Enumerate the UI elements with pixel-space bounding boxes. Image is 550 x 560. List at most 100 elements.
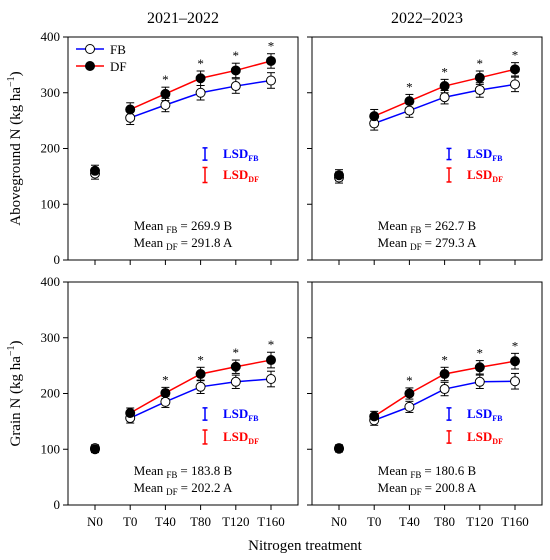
marker: [510, 64, 520, 75]
x-tick-label: T0: [367, 514, 381, 529]
y-tick-label: 0: [54, 497, 61, 512]
lsd-sub: FB: [248, 414, 259, 423]
marker: [439, 81, 450, 92]
lsd-text: LSD: [223, 429, 248, 444]
significance-mark: *: [406, 373, 413, 388]
lsd-bar: [202, 166, 208, 184]
lsd-label: LSDFB: [223, 406, 259, 423]
lsd-text: LSD: [223, 146, 248, 161]
marker: [195, 73, 206, 84]
marker: [230, 376, 241, 387]
significance-mark: *: [197, 352, 204, 367]
mean-value: = 279.3 A: [425, 235, 477, 250]
mean-label: Mean: [378, 463, 408, 478]
x-tick-label: T80: [434, 514, 455, 529]
lsd-sub: FB: [492, 154, 503, 163]
legend-label: DF: [110, 59, 127, 74]
lsd-text: LSD: [467, 429, 492, 444]
lsd-label: LSDDF: [467, 429, 503, 446]
x-tick-label: N0: [331, 514, 347, 529]
marker: [510, 376, 520, 387]
lsd-bar: [202, 147, 208, 161]
mean-label: Mean: [378, 480, 408, 495]
x-tick-label: T160: [501, 514, 528, 529]
x-tick-label: T80: [190, 514, 211, 529]
lsd-text: LSD: [223, 167, 248, 182]
marker: [474, 72, 485, 83]
mean-label: Mean: [134, 463, 164, 478]
marker: [404, 401, 415, 412]
marker: [230, 81, 241, 92]
significance-mark: *: [268, 337, 275, 352]
marker: [474, 376, 485, 387]
marker: [404, 388, 415, 399]
mean-sub: DF: [166, 487, 178, 497]
lsd-label: LSDFB: [467, 406, 503, 423]
y-label-close: ): [8, 71, 24, 76]
mean-label: Mean: [134, 218, 164, 233]
marker: [266, 355, 276, 366]
marker: [160, 100, 171, 111]
lsd-label: LSDDF: [223, 429, 259, 446]
y-tick-label: 200: [41, 141, 61, 156]
mean-text: Mean DF = 200.8 A: [378, 480, 477, 497]
mean-text: Mean DF = 291.8 A: [134, 235, 233, 252]
y-axis-label: Grain N (kg ha−1): [6, 340, 24, 446]
mean-sub: FB: [166, 470, 177, 480]
significance-mark: *: [477, 346, 484, 361]
marker: [439, 384, 450, 395]
panel-title: 2022–2023: [391, 10, 463, 27]
marker: [404, 105, 415, 116]
lsd-label: LSDDF: [467, 167, 503, 184]
mean-value: = 262.7 B: [424, 218, 476, 233]
marker: [439, 368, 450, 379]
lsd-bar: [446, 167, 452, 183]
significance-mark: *: [406, 79, 413, 94]
marker: [160, 387, 171, 398]
y-tick-label: 300: [41, 330, 61, 345]
x-tick-label: T40: [155, 514, 176, 529]
significance-mark: *: [441, 352, 448, 367]
lsd-bar: [446, 407, 452, 421]
marker: [160, 396, 171, 407]
marker: [369, 111, 380, 122]
y-tick-label: 200: [41, 386, 61, 401]
marker: [125, 112, 136, 123]
lsd-label: LSDDF: [223, 167, 259, 184]
marker: [369, 411, 380, 422]
y-tick-label: 100: [41, 196, 61, 211]
mean-text: Mean FB = 269.9 B: [134, 218, 233, 235]
mean-sub: FB: [410, 225, 421, 235]
y-tick-label: 400: [41, 274, 61, 289]
mean-value: = 200.8 A: [425, 480, 477, 495]
lsd-label: LSDFB: [467, 146, 503, 163]
marker: [474, 362, 485, 373]
mean-label: Mean: [134, 235, 164, 250]
significance-mark: *: [162, 372, 169, 387]
mean-sub: FB: [410, 470, 421, 480]
x-tick-label: T120: [466, 514, 493, 529]
y-label-close: ): [8, 340, 24, 345]
lsd-text: LSD: [223, 406, 248, 421]
lsd-sub: DF: [492, 175, 503, 184]
mean-value: = 202.2 A: [181, 480, 233, 495]
lsd-sub: DF: [492, 437, 503, 446]
significance-mark: *: [441, 64, 448, 79]
marker: [439, 92, 450, 103]
significance-mark: *: [162, 72, 169, 87]
lsd-text: LSD: [467, 167, 492, 182]
mean-value: = 183.8 B: [180, 463, 232, 478]
marker: [266, 75, 276, 86]
mean-text: Mean DF = 202.2 A: [134, 480, 233, 497]
mean-sub: DF: [410, 487, 422, 497]
x-tick-label: T120: [222, 514, 249, 529]
y-label-sup: −1: [6, 345, 17, 356]
marker: [334, 170, 344, 181]
lsd-bar: [202, 429, 208, 445]
x-tick-label: N0: [87, 514, 103, 529]
marker: [474, 84, 485, 95]
mean-sub: FB: [166, 225, 177, 235]
mean-value: = 269.9 B: [180, 218, 232, 233]
x-tick-label: T0: [123, 514, 137, 529]
lsd-bar: [202, 407, 208, 421]
